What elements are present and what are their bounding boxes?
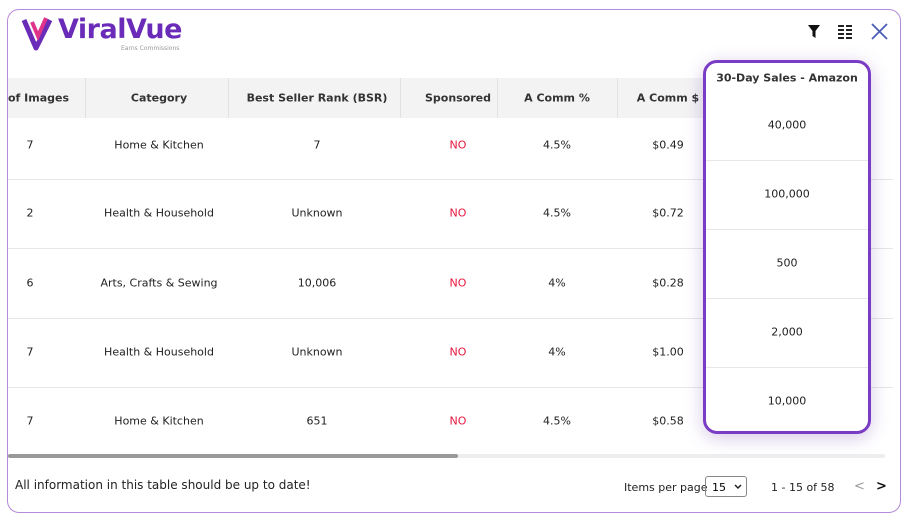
table-cell: 4.5% (543, 138, 571, 152)
header-divider (617, 78, 618, 118)
table-cell: 10,006 (297, 276, 337, 290)
row-divider (706, 367, 868, 368)
row-divider (8, 179, 893, 180)
select-caret (734, 484, 742, 490)
header-divider (497, 78, 498, 118)
column-header: A Comm % (524, 91, 590, 105)
close-icon[interactable] (871, 23, 888, 40)
table-cell: $0.28 (652, 276, 684, 290)
table-cell: Unknown (291, 206, 343, 220)
table-cell: 7 (26, 138, 34, 152)
table-card: ViralVue Earns Commissions of Images Cate… (7, 9, 901, 513)
table-cell: $0.49 (652, 138, 684, 152)
row-divider (8, 386, 893, 388)
scroll-thumb[interactable] (8, 454, 458, 458)
table-cell: 4% (548, 276, 566, 290)
column-header: Best Seller Rank (BSR) (246, 91, 388, 105)
logo-name: ViralVue (58, 14, 182, 45)
table-cell: Unknown (291, 345, 343, 359)
table-cell: 651 (306, 414, 328, 428)
column-header: of Images (8, 91, 70, 105)
table-cell: NO (449, 276, 467, 290)
filter-icon[interactable] (808, 25, 820, 38)
table-cell: $0.58 (652, 414, 684, 428)
row-divider (8, 248, 893, 249)
table-cell: 7 (26, 414, 34, 428)
row-divider (706, 229, 868, 230)
table-cell: 4.5% (543, 414, 571, 428)
table-cell: 7 (313, 138, 321, 152)
column-header: Sponsored (424, 91, 492, 105)
logo-icon (21, 17, 53, 51)
next-page[interactable]: > (876, 479, 887, 494)
items-per-page-label: Items per page (624, 481, 708, 494)
logo-tagline: Earns Commissions (121, 45, 180, 52)
table-cell: NO (449, 206, 467, 220)
items-per-page-value: 15 (712, 481, 726, 494)
table-cell: $0.72 (652, 206, 684, 220)
column-header: 30-Day Sales - Amazon (716, 71, 858, 85)
table-cell: 40,000 (767, 118, 807, 132)
table-cell: 7 (26, 345, 34, 359)
column-header: Category (130, 91, 188, 105)
table-cell: Home & Kitchen (114, 414, 204, 428)
table-cell: 6 (26, 276, 34, 290)
table-cell: 4% (548, 345, 566, 359)
table-cell: Health & Household (104, 345, 214, 359)
table-cell: 2 (26, 206, 34, 220)
table-cell: $1.00 (652, 345, 684, 359)
row-divider (706, 160, 868, 161)
table-cell: Arts, Crafts & Sewing (100, 276, 218, 290)
row-divider (8, 317, 893, 319)
table-cell: NO (449, 345, 467, 359)
column-header: A Comm $ (636, 91, 700, 105)
items-per-page-select[interactable]: 15 (705, 476, 747, 497)
table-cell: NO (449, 414, 467, 428)
table-cell: 2,000 (771, 325, 803, 339)
row-divider (706, 298, 868, 299)
footer-note: All information in this table should be … (15, 478, 311, 492)
header-divider (228, 78, 229, 118)
prev-page[interactable]: < (854, 479, 865, 494)
toolbar-icons (808, 23, 888, 40)
header-divider (400, 78, 401, 118)
table-cell: 4.5% (543, 206, 571, 220)
table-cell: 500 (776, 256, 798, 270)
table-cell: Home & Kitchen (114, 138, 204, 152)
columns-icon[interactable] (838, 25, 852, 39)
table-cell: 100,000 (764, 187, 810, 201)
highlight-column: 30-Day Sales - Amazon 40,000 100,000 500 2,0… (703, 60, 871, 434)
table-cell: 10,000 (767, 394, 807, 408)
page-range: 1 - 15 of 58 (771, 481, 835, 494)
header-row (8, 78, 708, 118)
table-cell: Health & Household (104, 206, 214, 220)
header-divider (85, 78, 86, 118)
table-cell: NO (449, 138, 467, 152)
